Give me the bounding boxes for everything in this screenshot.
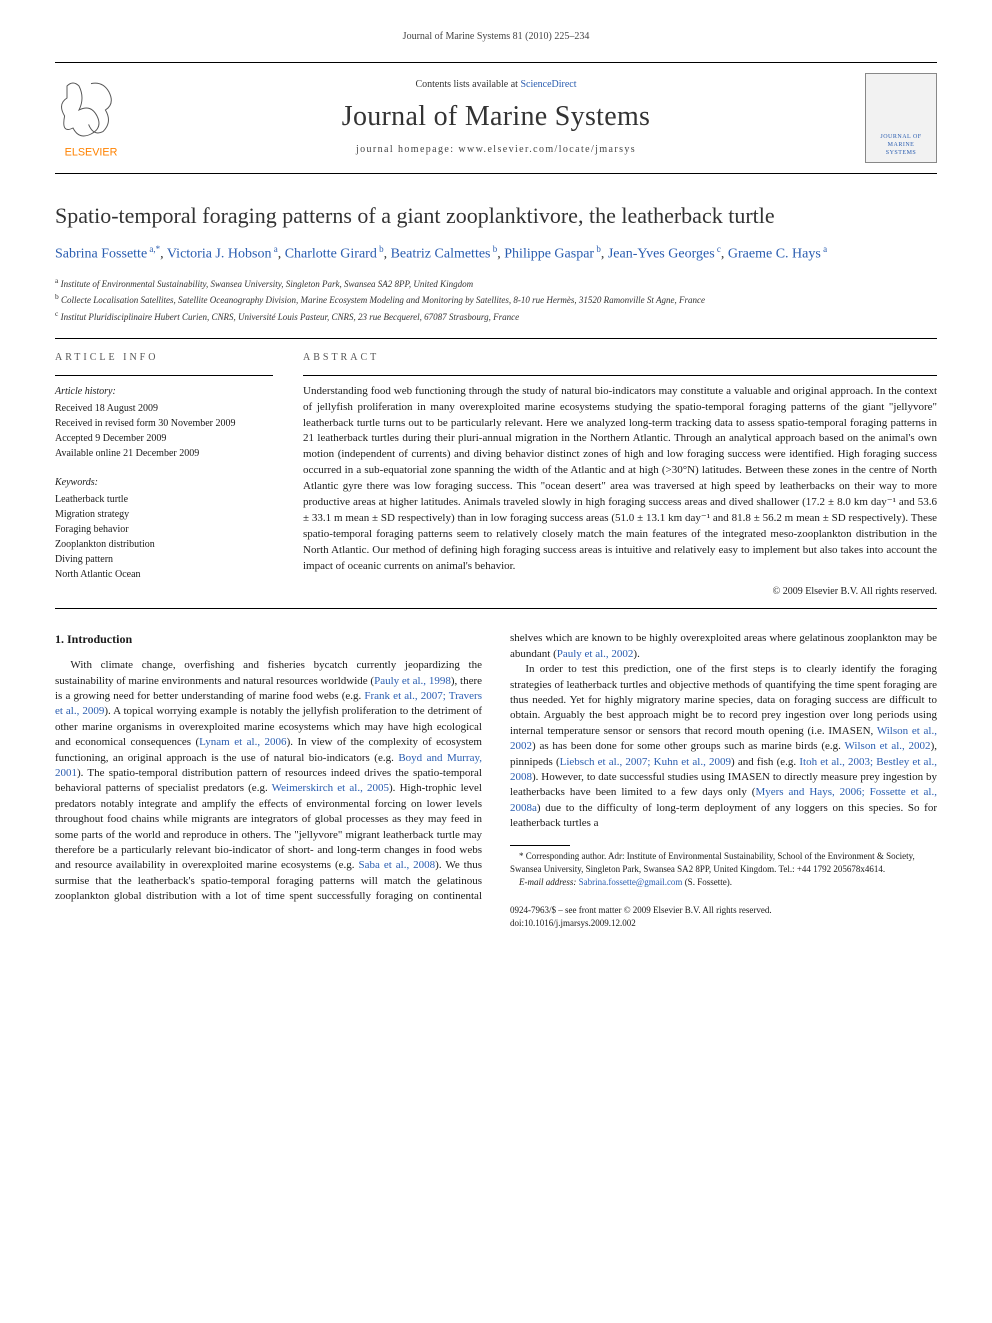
divider <box>55 338 937 339</box>
doi-line: doi:10.1016/j.jmarsys.2009.12.002 <box>510 917 937 930</box>
issn-copyright-line: 0924-7963/$ – see front matter © 2009 El… <box>510 904 937 917</box>
email-link[interactable]: Sabrina.fossette@gmail.com <box>579 877 683 887</box>
masthead-center: Contents lists available at ScienceDirec… <box>127 78 865 157</box>
abstract-label: abstract <box>303 351 937 365</box>
keyword: Zooplankton distribution <box>55 537 273 552</box>
author-link[interactable]: Jean-Yves Georges <box>608 247 715 262</box>
history-head: Article history: <box>55 384 273 399</box>
email-note: E-mail address: Sabrina.fossette@gmail.c… <box>510 876 937 889</box>
author-marks: b <box>491 244 498 254</box>
email-label: E-mail address: <box>519 877 576 887</box>
footnotes: * Corresponding author. Adr: Institute o… <box>510 850 937 888</box>
sciencedirect-link[interactable]: ScienceDirect <box>520 79 576 90</box>
author-marks: a,* <box>147 244 160 254</box>
homepage-url: www.elsevier.com/locate/jmarsys <box>458 144 636 155</box>
author-marks: c <box>715 244 721 254</box>
history-received: Received 18 August 2009 <box>55 401 273 416</box>
email-suffix: (S. Fossette). <box>685 877 732 887</box>
author-marks: a <box>271 244 277 254</box>
history-accepted: Accepted 9 December 2009 <box>55 431 273 446</box>
body-columns: 1. Introduction With climate change, ove… <box>55 631 937 929</box>
author-link[interactable]: Beatriz Calmettes <box>391 247 491 262</box>
affiliation-b: b Collecte Localisation Satellites, Sate… <box>55 291 937 308</box>
author-marks: b <box>594 244 601 254</box>
article-title: Spatio-temporal foraging patterns of a g… <box>55 202 937 230</box>
history-online: Available online 21 December 2009 <box>55 446 273 461</box>
contents-line: Contents lists available at ScienceDirec… <box>127 78 865 92</box>
keyword: Migration strategy <box>55 507 273 522</box>
footnote-separator <box>510 845 570 846</box>
journal-cover-thumb: JOURNAL OF MARINE SYSTEMS <box>865 73 937 163</box>
citation-link[interactable]: Lynam et al., 2006 <box>199 736 286 748</box>
citation-link[interactable]: Weimerskirch et al., 2005 <box>272 782 389 794</box>
author-link[interactable]: Graeme C. Hays <box>728 247 821 262</box>
keyword: Diving pattern <box>55 552 273 567</box>
author-link[interactable]: Victoria J. Hobson <box>167 247 272 262</box>
cover-text-3: SYSTEMS <box>886 149 917 157</box>
citation-link[interactable]: Wilson et al., 2002 <box>844 740 930 752</box>
keyword: Leatherback turtle <box>55 492 273 507</box>
author-marks: a <box>821 244 827 254</box>
author-list: Sabrina Fossette a,*, Victoria J. Hobson… <box>55 243 937 265</box>
running-head: Journal of Marine Systems 81 (2010) 225–… <box>55 30 937 44</box>
article-history: Article history: Received 18 August 2009… <box>55 384 273 461</box>
keywords-block: Keywords: Leatherback turtle Migration s… <box>55 475 273 582</box>
citation-link[interactable]: Pauly et al., 2002 <box>557 648 634 660</box>
abstract-copyright: © 2009 Elsevier B.V. All rights reserved… <box>303 585 937 599</box>
homepage-prefix: journal homepage: <box>356 144 458 155</box>
svg-text:ELSEVIER: ELSEVIER <box>65 147 118 159</box>
bottom-meta: 0924-7963/$ – see front matter © 2009 El… <box>510 904 937 929</box>
citation-link[interactable]: Pauly et al., 1998 <box>374 675 451 687</box>
elsevier-logo: ELSEVIER <box>55 78 127 158</box>
divider <box>55 608 937 609</box>
affiliation-c: c Institut Pluridisciplinaire Hubert Cur… <box>55 308 937 325</box>
homepage-line: journal homepage: www.elsevier.com/locat… <box>127 143 865 157</box>
body-paragraph: In order to test this prediction, one of… <box>510 662 937 831</box>
author-link[interactable]: Sabrina Fossette <box>55 247 147 262</box>
divider <box>303 375 937 376</box>
article-info-label: article info <box>55 351 273 365</box>
contents-prefix: Contents lists available at <box>415 79 520 90</box>
history-revised: Received in revised form 30 November 200… <box>55 416 273 431</box>
citation-link[interactable]: Liebsch et al., 2007; Kuhn et al., 2009 <box>560 756 731 768</box>
masthead: ELSEVIER Contents lists available at Sci… <box>55 62 937 174</box>
divider <box>55 375 273 376</box>
citation-link[interactable]: Saba et al., 2008 <box>359 859 436 871</box>
cover-text-1: JOURNAL OF <box>880 133 921 141</box>
abstract-column: abstract Understanding food web function… <box>303 351 937 598</box>
author-link[interactable]: Philippe Gaspar <box>504 247 594 262</box>
affiliations: a Institute of Environmental Sustainabil… <box>55 275 937 325</box>
keywords-head: Keywords: <box>55 475 273 490</box>
meta-row: article info Article history: Received 1… <box>55 351 937 598</box>
author-marks: b <box>377 244 384 254</box>
journal-name: Journal of Marine Systems <box>127 98 865 136</box>
cover-text-2: MARINE <box>888 141 915 149</box>
affiliation-a: a Institute of Environmental Sustainabil… <box>55 275 937 292</box>
keyword: Foraging behavior <box>55 522 273 537</box>
author-link[interactable]: Charlotte Girard <box>285 247 377 262</box>
article-info-column: article info Article history: Received 1… <box>55 351 273 598</box>
corresponding-author-note: * Corresponding author. Adr: Institute o… <box>510 850 937 875</box>
keyword: North Atlantic Ocean <box>55 567 273 582</box>
section-heading-introduction: 1. Introduction <box>55 631 482 648</box>
abstract-text: Understanding food web functioning throu… <box>303 384 937 575</box>
